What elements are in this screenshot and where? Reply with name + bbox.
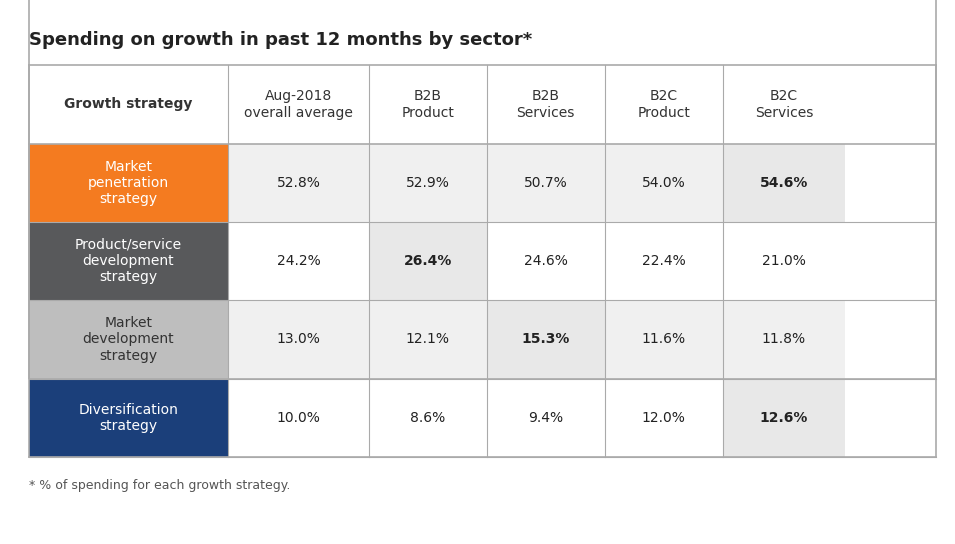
- FancyBboxPatch shape: [723, 144, 845, 222]
- Text: Diversification
strategy: Diversification strategy: [78, 403, 179, 433]
- Text: * % of spending for each growth strategy.: * % of spending for each growth strategy…: [29, 479, 290, 492]
- Text: Product/service
development
strategy: Product/service development strategy: [74, 238, 182, 285]
- FancyBboxPatch shape: [228, 300, 845, 379]
- Text: 9.4%: 9.4%: [528, 411, 563, 425]
- FancyBboxPatch shape: [228, 144, 845, 222]
- FancyBboxPatch shape: [29, 300, 228, 379]
- FancyBboxPatch shape: [723, 379, 845, 457]
- FancyBboxPatch shape: [228, 222, 845, 300]
- Text: 22.4%: 22.4%: [642, 254, 686, 268]
- Text: 52.8%: 52.8%: [277, 176, 321, 190]
- FancyBboxPatch shape: [369, 222, 487, 300]
- Text: B2C
Services: B2C Services: [754, 89, 813, 120]
- Text: Market
penetration
strategy: Market penetration strategy: [88, 159, 169, 206]
- Text: Spending on growth in past 12 months by sector*: Spending on growth in past 12 months by …: [29, 31, 532, 49]
- Text: 54.0%: 54.0%: [642, 176, 686, 190]
- Text: 24.2%: 24.2%: [277, 254, 321, 268]
- Text: 15.3%: 15.3%: [521, 332, 570, 347]
- FancyBboxPatch shape: [29, 222, 228, 300]
- Text: 26.4%: 26.4%: [404, 254, 452, 268]
- FancyBboxPatch shape: [487, 300, 605, 379]
- Text: 11.8%: 11.8%: [762, 332, 806, 347]
- FancyBboxPatch shape: [228, 379, 845, 457]
- Text: 24.6%: 24.6%: [524, 254, 567, 268]
- Text: 12.1%: 12.1%: [406, 332, 450, 347]
- Text: 50.7%: 50.7%: [524, 176, 567, 190]
- Text: B2B
Product: B2B Product: [401, 89, 455, 120]
- Text: Aug-2018
overall average: Aug-2018 overall average: [244, 89, 353, 120]
- Text: 54.6%: 54.6%: [760, 176, 808, 190]
- Text: 21.0%: 21.0%: [762, 254, 806, 268]
- FancyBboxPatch shape: [29, 65, 936, 144]
- Text: B2B
Services: B2B Services: [517, 89, 575, 120]
- Text: 11.6%: 11.6%: [642, 332, 686, 347]
- Text: 12.6%: 12.6%: [760, 411, 808, 425]
- Text: 12.0%: 12.0%: [642, 411, 686, 425]
- Text: 52.9%: 52.9%: [406, 176, 450, 190]
- FancyBboxPatch shape: [29, 144, 228, 222]
- FancyBboxPatch shape: [29, 379, 228, 457]
- Text: 13.0%: 13.0%: [277, 332, 321, 347]
- Text: Growth strategy: Growth strategy: [64, 97, 193, 112]
- Text: B2C
Product: B2C Product: [637, 89, 690, 120]
- Text: 10.0%: 10.0%: [277, 411, 321, 425]
- Text: 8.6%: 8.6%: [411, 411, 445, 425]
- Text: Market
development
strategy: Market development strategy: [83, 316, 174, 363]
